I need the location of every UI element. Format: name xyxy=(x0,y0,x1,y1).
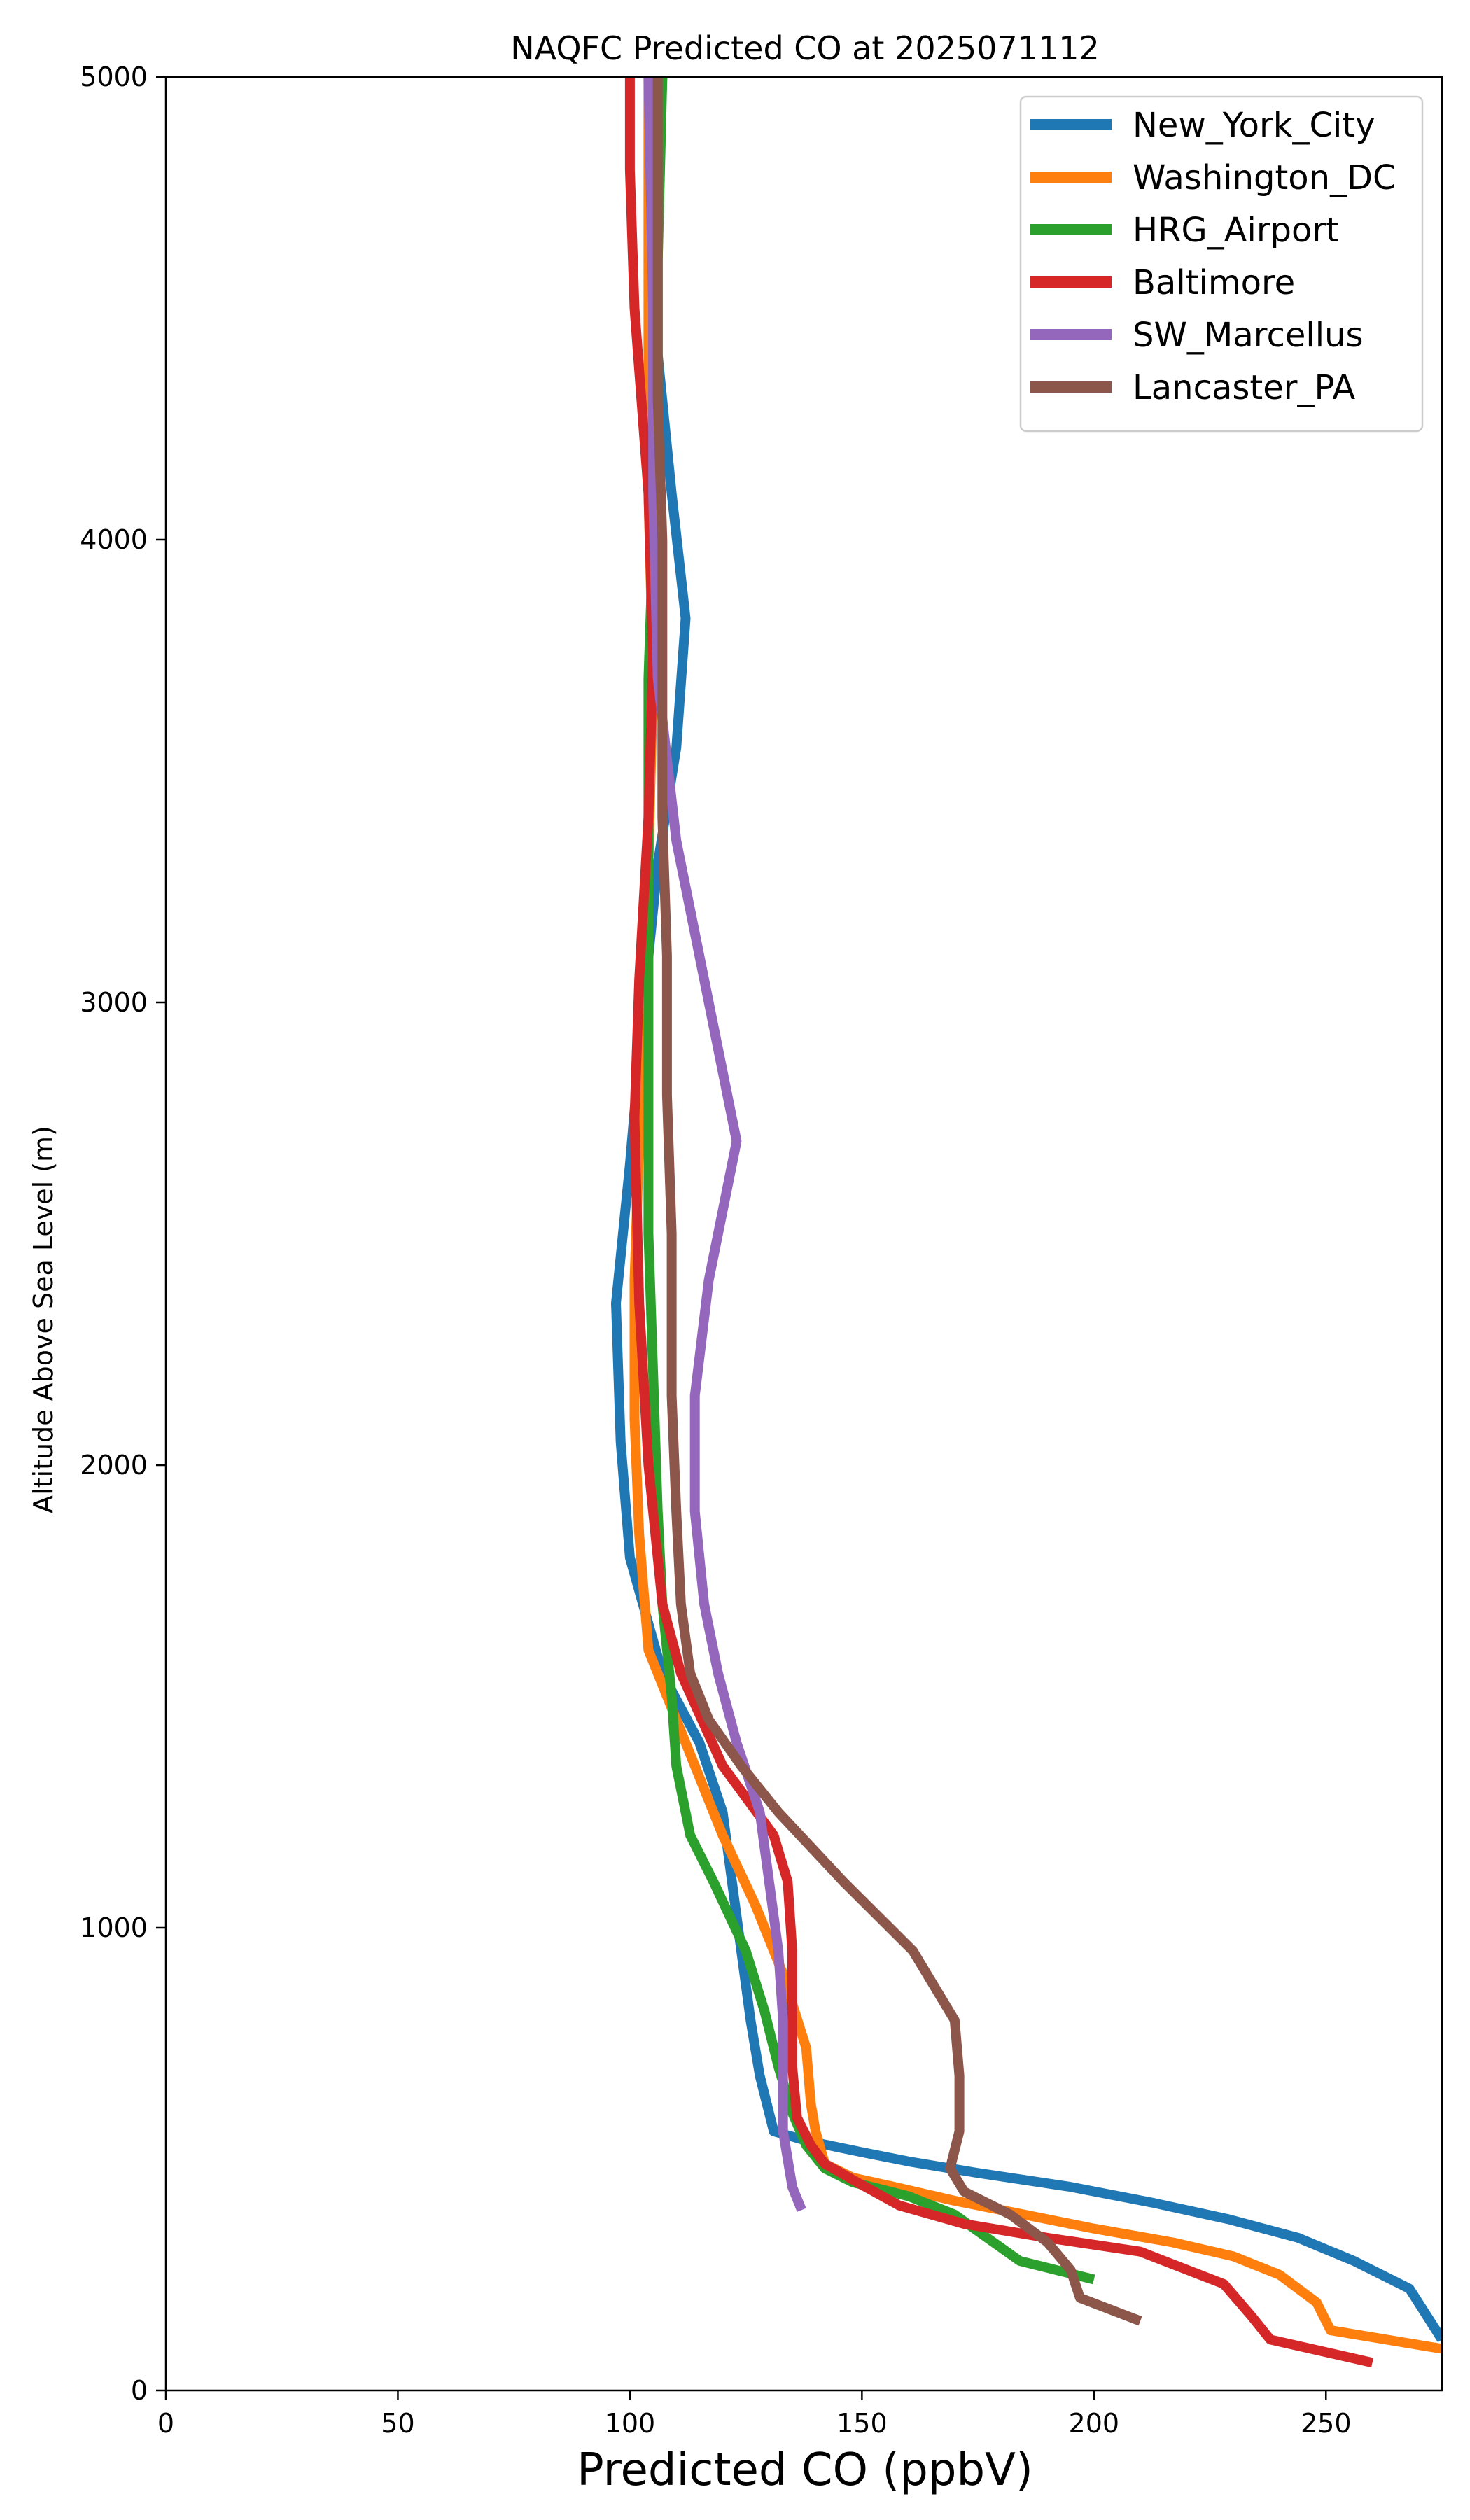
y-tick-label: 0 xyxy=(131,2375,148,2406)
series-line-new-york-city xyxy=(611,77,1442,2343)
y-tick-label: 3000 xyxy=(80,987,148,1018)
x-tick-label: 50 xyxy=(381,2408,414,2439)
y-axis-label: Altitude Above Sea Level (m) xyxy=(28,1126,59,1513)
x-tick-label: 150 xyxy=(836,2408,888,2439)
y-tick-label: 2000 xyxy=(80,1450,148,1480)
legend-label-washington-dc: Washington_DC xyxy=(1133,158,1396,197)
series-group xyxy=(611,77,1442,2368)
legend-label-lancaster-pa: Lancaster_PA xyxy=(1133,368,1355,407)
x-axis-label: Predicted CO (ppbV) xyxy=(577,2444,1033,2496)
y-tick-label: 1000 xyxy=(80,1912,148,1943)
legend-label-hrg-airport: HRG_Airport xyxy=(1133,211,1339,250)
legend-box xyxy=(1019,95,1424,433)
chart-title: NAQFC Predicted CO at 2025071112 xyxy=(510,29,1100,67)
y-tick-label: 4000 xyxy=(80,524,148,555)
x-axis-ticks: 0 50 100 150 200 250 xyxy=(158,2390,1352,2439)
y-tick-label: 5000 xyxy=(80,62,148,92)
legend-label-new-york-city: New_York_City xyxy=(1133,106,1376,145)
x-tick-label: 0 xyxy=(158,2408,174,2439)
x-tick-label: 100 xyxy=(605,2408,656,2439)
plot-area xyxy=(164,76,1443,2392)
x-tick-label: 200 xyxy=(1069,2408,1120,2439)
legend-label-sw-marcellus: SW_Marcellus xyxy=(1133,316,1363,355)
legend-label-baltimore: Baltimore xyxy=(1133,263,1295,302)
series-line-lancaster-pa xyxy=(652,77,1142,2326)
plot-frame xyxy=(164,76,1443,2392)
x-tick-label: 250 xyxy=(1301,2408,1352,2439)
legend: New_York_City Washington_DC HRG_Airport Bal… xyxy=(1019,95,1424,433)
series-line-baltimore xyxy=(624,77,1374,2368)
y-axis-ticks: 0 1000 2000 3000 4000 5000 xyxy=(80,62,166,2406)
